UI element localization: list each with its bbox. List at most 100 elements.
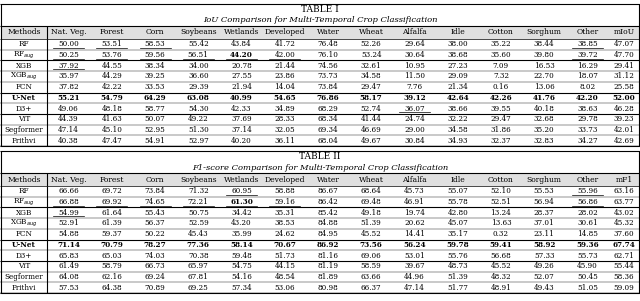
Text: 45.32: 45.32	[614, 219, 634, 228]
Text: 11.50: 11.50	[404, 73, 425, 80]
Text: 19.74: 19.74	[404, 209, 425, 217]
Text: 59.37: 59.37	[102, 230, 122, 238]
Text: 71.14: 71.14	[57, 241, 80, 249]
Text: Segformer: Segformer	[4, 273, 44, 281]
Text: 65.03: 65.03	[102, 252, 122, 259]
Text: 59.16: 59.16	[275, 198, 295, 206]
Text: 44.20: 44.20	[230, 51, 253, 59]
Text: 35.20: 35.20	[534, 126, 554, 134]
Text: 51.39: 51.39	[361, 219, 381, 228]
Text: 69.24: 69.24	[145, 273, 166, 281]
Text: 69.92: 69.92	[102, 198, 122, 206]
Text: 13.24: 13.24	[490, 209, 511, 217]
Text: Prithvi: Prithvi	[12, 137, 36, 145]
Text: 50.07: 50.07	[145, 115, 166, 123]
Text: Segformer: Segformer	[4, 126, 44, 134]
Text: 49.06: 49.06	[58, 104, 79, 113]
Text: 52.74: 52.74	[361, 104, 381, 113]
Text: 47.14: 47.14	[404, 284, 425, 292]
Text: Sorghum: Sorghum	[527, 29, 562, 36]
Text: D3+: D3+	[16, 104, 32, 113]
Text: TABLE II: TABLE II	[300, 152, 340, 161]
Text: 13.63: 13.63	[491, 219, 511, 228]
Text: 73.84: 73.84	[145, 187, 165, 195]
Text: 44.96: 44.96	[404, 273, 425, 281]
Text: 7.09: 7.09	[493, 62, 509, 70]
Text: 69.34: 69.34	[317, 126, 339, 134]
Text: 73.73: 73.73	[317, 73, 339, 80]
Text: 56.86: 56.86	[577, 198, 598, 206]
Text: 47.47: 47.47	[102, 137, 122, 145]
Bar	[1, 173, 639, 186]
Text: 43.20: 43.20	[231, 219, 252, 228]
Text: ViT: ViT	[18, 262, 30, 270]
Text: Soybeans: Soybeans	[180, 29, 216, 36]
Text: 57.34: 57.34	[231, 284, 252, 292]
Text: 44.29: 44.29	[102, 73, 122, 80]
Text: 31.86: 31.86	[490, 126, 511, 134]
Text: 42.80: 42.80	[447, 209, 468, 217]
Text: 21.94: 21.94	[231, 83, 252, 91]
Text: 55.42: 55.42	[188, 40, 209, 48]
Text: Sorghum: Sorghum	[527, 175, 562, 184]
Text: RF$_{aug}$: RF$_{aug}$	[13, 49, 35, 61]
Text: 52.07: 52.07	[534, 273, 554, 281]
Text: 18.07: 18.07	[577, 73, 598, 80]
Text: 64.38: 64.38	[102, 284, 122, 292]
Text: 37.82: 37.82	[58, 83, 79, 91]
Text: 68.04: 68.04	[317, 137, 339, 145]
Text: 70.67: 70.67	[273, 241, 296, 249]
Text: 67.81: 67.81	[188, 273, 209, 281]
Text: Idle: Idle	[451, 29, 465, 36]
Text: 36.11: 36.11	[275, 137, 295, 145]
Text: mF1: mF1	[616, 175, 632, 184]
Text: 20.62: 20.62	[404, 219, 425, 228]
Text: 37.14: 37.14	[231, 126, 252, 134]
Text: 56.24: 56.24	[403, 241, 426, 249]
Text: 45.73: 45.73	[404, 187, 425, 195]
Text: 39.67: 39.67	[404, 262, 425, 270]
Text: 28.02: 28.02	[577, 209, 598, 217]
Text: 67.74: 67.74	[612, 241, 636, 249]
Text: 68.29: 68.29	[317, 104, 339, 113]
Text: 32.61: 32.61	[361, 62, 381, 70]
Text: 33.53: 33.53	[145, 83, 165, 91]
Text: 32.37: 32.37	[491, 137, 511, 145]
Text: Methods: Methods	[7, 29, 41, 36]
Text: 68.34: 68.34	[317, 115, 339, 123]
Text: 70.89: 70.89	[145, 284, 166, 292]
Text: 61.49: 61.49	[58, 262, 79, 270]
Text: 39.23: 39.23	[614, 115, 634, 123]
Text: 38.44: 38.44	[534, 40, 554, 48]
Text: 45.90: 45.90	[577, 262, 598, 270]
Text: 58.88: 58.88	[275, 187, 295, 195]
Text: 61.64: 61.64	[101, 209, 122, 217]
Text: 13.06: 13.06	[534, 83, 554, 91]
Text: 55.53: 55.53	[534, 187, 554, 195]
Text: Prithvi: Prithvi	[12, 284, 36, 292]
Text: 34.93: 34.93	[447, 137, 468, 145]
Text: 78.27: 78.27	[144, 241, 166, 249]
Text: 35.17: 35.17	[447, 230, 468, 238]
Text: 73.84: 73.84	[317, 83, 339, 91]
Text: 42.69: 42.69	[614, 137, 634, 145]
Text: 29.47: 29.47	[361, 83, 381, 91]
Text: RF: RF	[19, 40, 29, 48]
Text: U-Net: U-Net	[12, 241, 36, 249]
Text: 84.95: 84.95	[317, 230, 339, 238]
Text: 48.91: 48.91	[490, 284, 511, 292]
Text: 36.07: 36.07	[404, 104, 425, 113]
Text: 54.91: 54.91	[145, 137, 166, 145]
Text: U-Net: U-Net	[12, 94, 36, 102]
Text: 48.32: 48.32	[491, 273, 511, 281]
Text: 52.59: 52.59	[188, 219, 209, 228]
Text: 43.84: 43.84	[231, 40, 252, 48]
Text: 42.33: 42.33	[231, 104, 252, 113]
Text: 47.70: 47.70	[614, 51, 634, 59]
Text: 32.05: 32.05	[275, 126, 295, 134]
Text: 54.75: 54.75	[231, 262, 252, 270]
Text: 56.94: 56.94	[534, 198, 554, 206]
Text: 22.70: 22.70	[534, 73, 554, 80]
Text: 35.97: 35.97	[58, 73, 79, 80]
Text: 45.43: 45.43	[188, 230, 209, 238]
